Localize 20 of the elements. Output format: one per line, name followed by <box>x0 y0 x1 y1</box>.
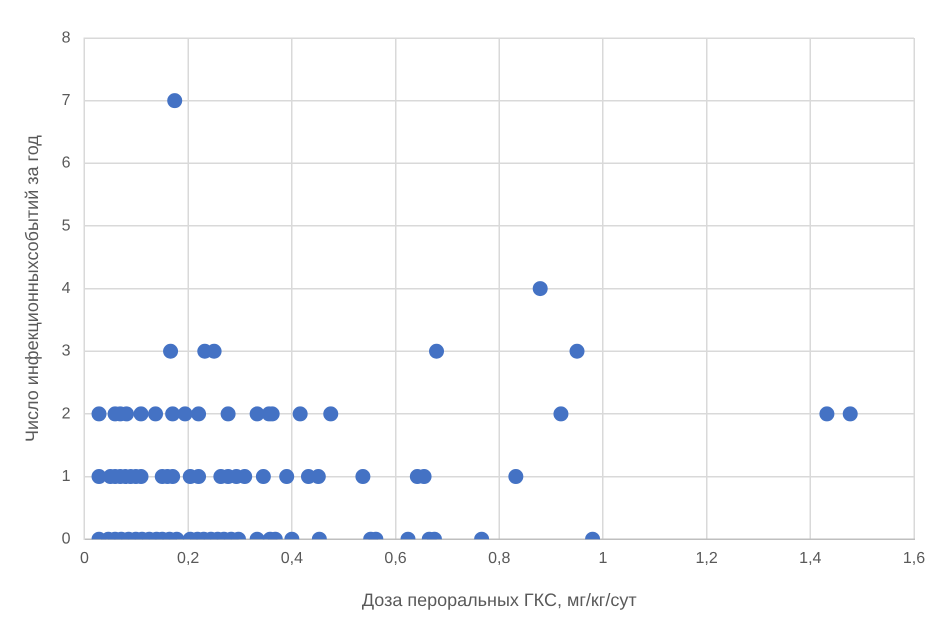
x-tick-label: 1 <box>598 550 608 568</box>
y-tick-label: 1 <box>62 468 71 485</box>
y-tick-label: 4 <box>62 280 71 298</box>
x-tick-label: 0,4 <box>280 550 304 568</box>
x-tick-label: 0,2 <box>177 550 200 568</box>
x-axis-title: Доза пероральных ГКС, мг/кг/сут <box>362 590 637 610</box>
y-tick-label: 5 <box>62 217 71 234</box>
x-tick-label: 0 <box>80 550 90 568</box>
y-tick-label: 7 <box>62 92 71 110</box>
x-tick-label: 0,8 <box>488 550 510 568</box>
y-tick-label: 2 <box>62 405 71 422</box>
y-tick-label: 0 <box>62 530 71 548</box>
x-tick-label: 1,4 <box>799 550 822 568</box>
x-tick-label: 1,6 <box>902 550 926 568</box>
y-tick-label: 3 <box>62 342 71 360</box>
y-tick-label: 6 <box>62 154 71 172</box>
x-tick-label: 1,2 <box>696 550 718 568</box>
y-tick-label: 8 <box>62 29 71 46</box>
x-tick-label: 0,6 <box>384 550 407 568</box>
y-axis-title: Число инфекционныхсобытий за год <box>22 134 42 442</box>
